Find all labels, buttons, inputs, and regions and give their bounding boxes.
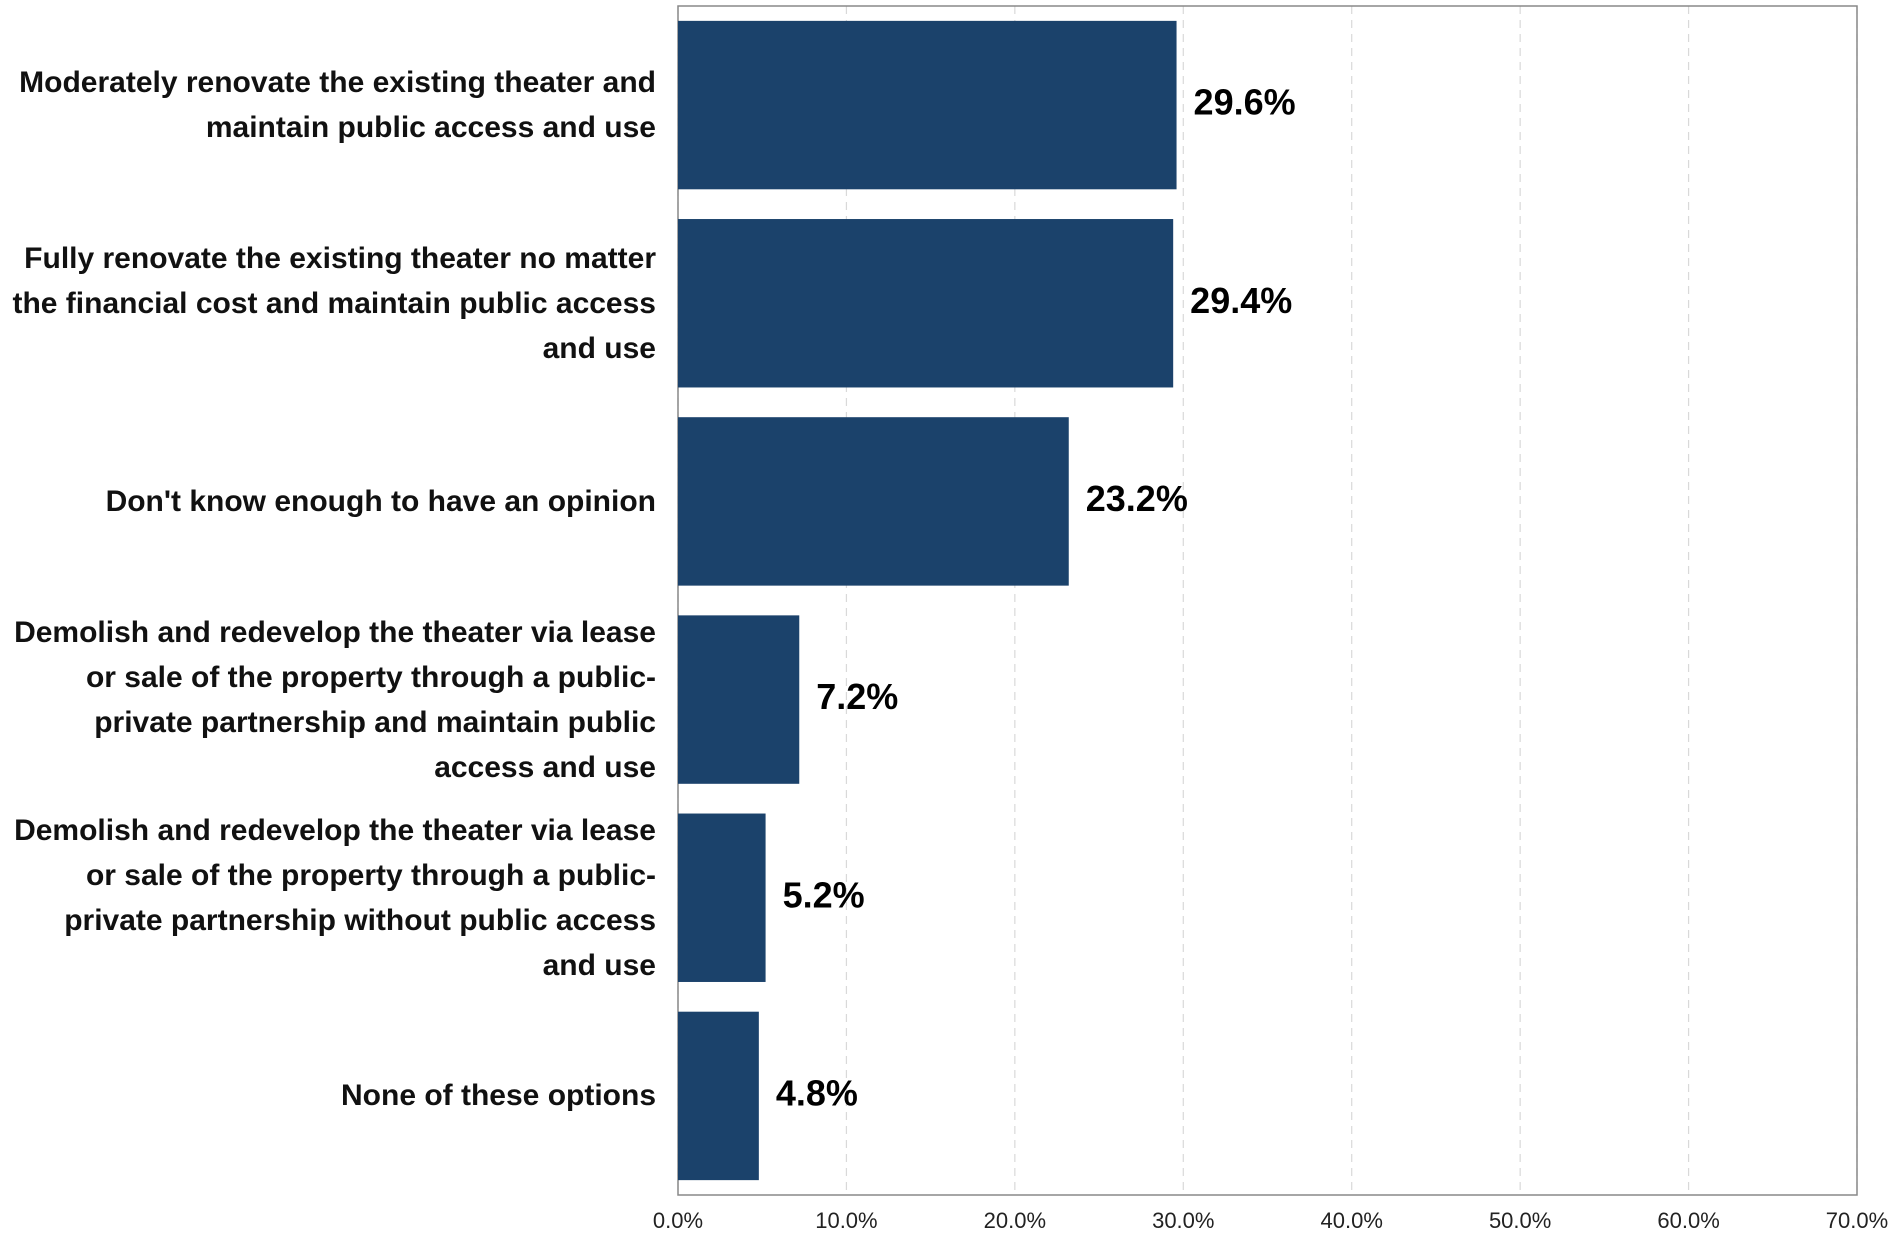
x-tick-label: 40.0% <box>1321 1208 1383 1233</box>
category-text: Moderately renovate the existing theater… <box>19 66 656 145</box>
category-text: Demolish and redevelop the theater via l… <box>14 615 656 784</box>
category-text: Don't know enough to have an opinion <box>105 484 656 518</box>
data-label: 4.8% <box>776 1072 858 1113</box>
bar <box>678 813 766 982</box>
data-label: 5.2% <box>783 874 865 915</box>
bar <box>678 219 1174 388</box>
category-text: Fully renovate the existing theater no m… <box>12 241 656 365</box>
x-tick-label: 10.0% <box>815 1208 877 1233</box>
category-label: Demolish and redevelop the theater via l… <box>8 799 656 997</box>
data-label: 29.6% <box>1194 82 1296 123</box>
plot-frame <box>677 5 1858 1196</box>
bar <box>678 1011 759 1181</box>
bar <box>678 20 1177 190</box>
data-label: 7.2% <box>816 676 898 717</box>
data-label: 29.4% <box>1190 280 1292 321</box>
x-tick-label: 20.0% <box>984 1208 1046 1233</box>
x-tick-label: 70.0% <box>1826 1208 1888 1233</box>
bar <box>678 615 800 784</box>
x-tick-label: 60.0% <box>1657 1208 1719 1233</box>
category-label: None of these options <box>8 997 656 1195</box>
category-label: Don't know enough to have an opinion <box>8 402 656 600</box>
category-label: Demolish and redevelop the theater via l… <box>8 601 656 799</box>
category-label: Fully renovate the existing theater no m… <box>8 204 656 402</box>
category-text: None of these options <box>341 1079 656 1113</box>
x-tick-label: 50.0% <box>1489 1208 1551 1233</box>
x-tick-label: 0.0% <box>653 1208 703 1233</box>
x-tick-label: 30.0% <box>1152 1208 1214 1233</box>
category-label: Moderately renovate the existing theater… <box>8 6 656 204</box>
category-text: Demolish and redevelop the theater via l… <box>14 813 656 982</box>
bar <box>678 417 1069 586</box>
data-label: 23.2% <box>1086 478 1188 519</box>
